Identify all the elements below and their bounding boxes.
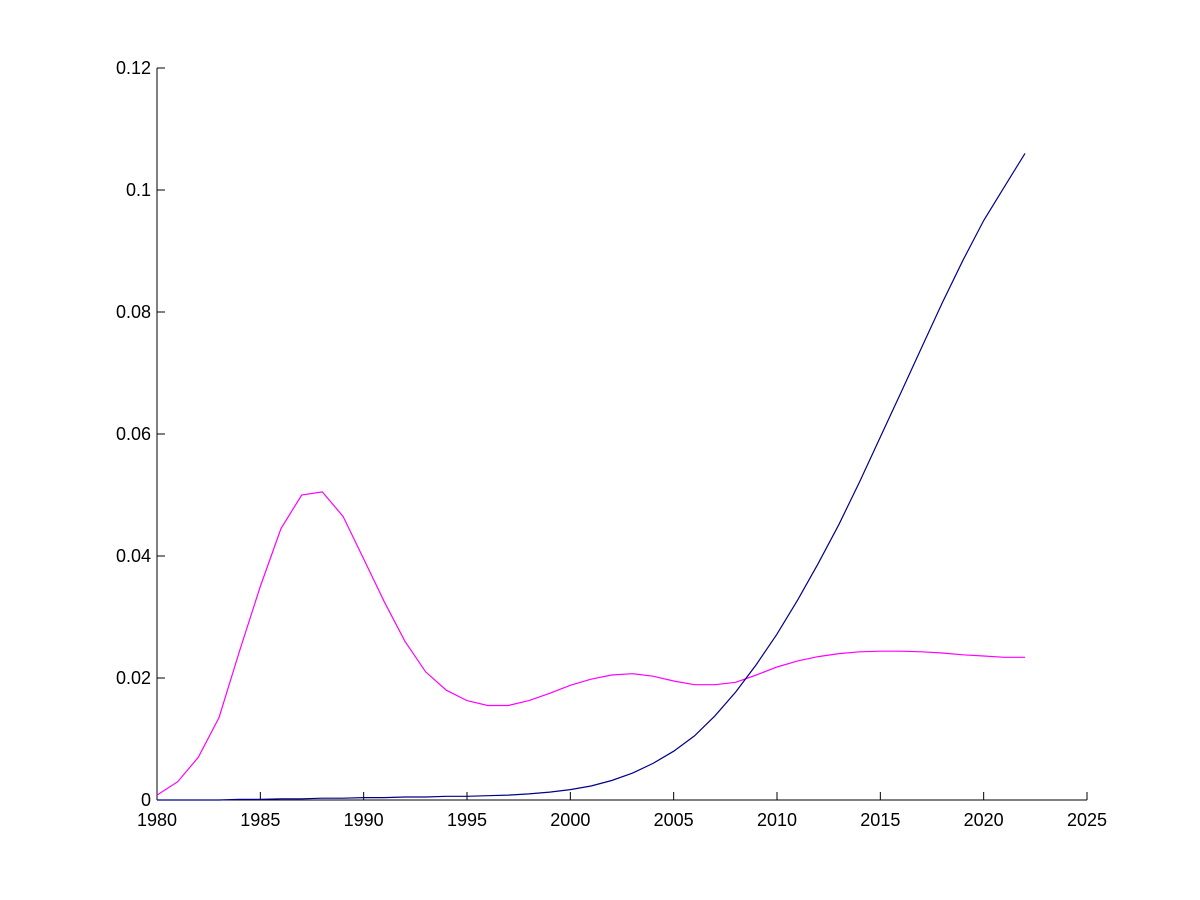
x-tick-label: 1995	[447, 810, 487, 830]
x-tick-label: 1990	[344, 810, 384, 830]
x-tick-label: 2000	[550, 810, 590, 830]
y-tick-label: 0.12	[116, 58, 151, 78]
y-tick-label: 0.02	[116, 668, 151, 688]
x-tick-label: 2005	[654, 810, 694, 830]
x-tick-label: 1980	[137, 810, 177, 830]
x-tick-label: 2025	[1067, 810, 1107, 830]
x-ticks: 1980 1985 1990 1995 2000 2005 2010 2015 2020 2025	[137, 792, 1107, 830]
x-tick-label: 2020	[964, 810, 1004, 830]
x-tick-label: 1985	[240, 810, 280, 830]
y-tick-label: 0.06	[116, 424, 151, 444]
y-tick-label: 0.08	[116, 302, 151, 322]
x-tick-label: 2010	[757, 810, 797, 830]
x-tick-label: 2015	[860, 810, 900, 830]
y-ticks: 0 0.02 0.04 0.06 0.08 0.1 0.12	[116, 58, 165, 810]
series-layer	[156, 153, 1026, 801]
series-line-1	[156, 491, 1025, 796]
y-tick-label: 0.1	[126, 180, 151, 200]
axes	[156, 68, 1087, 801]
y-tick-label: 0.04	[116, 546, 151, 566]
y-tick-label: 0	[141, 790, 151, 810]
series-line-2	[157, 153, 1026, 801]
